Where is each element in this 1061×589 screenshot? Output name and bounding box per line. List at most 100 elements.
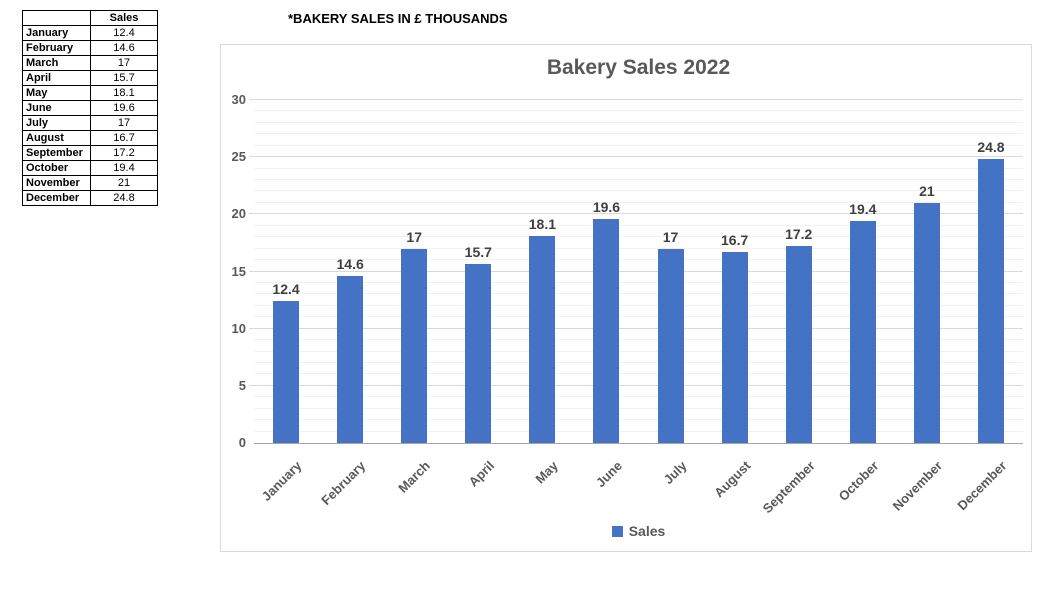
table-header-blank-cell[interactable] [22, 10, 91, 26]
bar-may[interactable] [529, 236, 556, 443]
data-label-july: 17 [662, 228, 679, 245]
data-label-may: 18.1 [528, 216, 556, 233]
table-row: October 19.4 [22, 160, 158, 176]
y-axis-tick-label: 25 [231, 149, 246, 165]
major-gridline [249, 156, 1023, 158]
table-cell-month[interactable]: August [22, 130, 91, 146]
minor-gridline [254, 430, 1023, 432]
minor-gridline [254, 339, 1023, 341]
table-cell-month[interactable]: November [22, 175, 91, 191]
table-header-sales-cell[interactable]: Sales [90, 10, 158, 26]
x-axis-tick-label: November [889, 458, 946, 514]
x-axis-tick-label: March [395, 458, 433, 496]
legend-label: Sales [628, 523, 666, 539]
bar-april[interactable] [465, 263, 492, 443]
data-label-november: 21 [919, 182, 935, 199]
table-body: January 12.4 February 14.6 March 17 April 15.7 M… [22, 25, 158, 206]
table-cell-month[interactable]: March [22, 55, 91, 71]
minor-gridline [254, 396, 1023, 398]
minor-gridline [254, 304, 1023, 306]
minor-gridline [254, 247, 1023, 249]
x-axis-tick-label: October [835, 458, 882, 504]
table-cell-value[interactable]: 18.1 [90, 85, 158, 101]
bar-november[interactable] [913, 202, 940, 443]
chart-title: Bakery Sales 2022 [546, 56, 731, 79]
bar-january[interactable] [273, 301, 300, 443]
table-row: November 21 [22, 175, 158, 191]
data-label-september: 17.2 [785, 226, 813, 243]
legend[interactable]: Sales [254, 523, 1023, 539]
bar-march[interactable] [401, 248, 428, 443]
major-gridline [249, 384, 1023, 386]
table-row: September 17.2 [22, 145, 158, 161]
minor-gridline [254, 293, 1023, 295]
table-cell-value[interactable]: 16.7 [90, 130, 158, 146]
table-row: August 16.7 [22, 130, 158, 146]
y-axis-tick-label: 20 [231, 206, 246, 222]
sales-table: Sales January 12.4 February 14.6 March 17 Apri… [22, 10, 158, 206]
legend-swatch-icon [611, 525, 623, 537]
x-axis-tick-label: January [258, 458, 305, 504]
data-label-august: 16.7 [721, 232, 749, 249]
major-gridline [249, 270, 1023, 272]
x-axis-tick-label: February [318, 458, 369, 508]
bar-september[interactable] [785, 246, 812, 443]
data-label-march: 17 [406, 228, 422, 245]
x-axis-tick-label: July [660, 458, 690, 488]
minor-gridline [254, 201, 1023, 203]
y-axis-tick-label: 5 [238, 377, 246, 393]
table-cell-month[interactable]: January [22, 25, 91, 41]
bar-june[interactable] [593, 218, 620, 443]
table-cell-value[interactable]: 24.8 [90, 190, 158, 206]
data-label-october: 19.4 [849, 201, 877, 218]
table-header-row: Sales [22, 10, 158, 26]
table-cell-month[interactable]: May [22, 85, 91, 101]
table-row: December 24.8 [22, 190, 158, 206]
table-row: January 12.4 [22, 25, 158, 41]
minor-gridline [254, 419, 1023, 421]
x-axis-tick-label: September [759, 458, 818, 517]
bar-august[interactable] [721, 252, 748, 443]
table-cell-value[interactable]: 21 [90, 175, 158, 191]
minor-gridline [254, 110, 1023, 112]
minor-gridline [254, 407, 1023, 409]
data-label-december: 24.8 [977, 139, 1005, 156]
table-cell-month[interactable]: October [22, 160, 91, 176]
data-label-april: 15.7 [464, 243, 492, 260]
bar-july[interactable] [657, 248, 684, 443]
table-cell-month[interactable]: April [22, 70, 91, 86]
table-cell-month[interactable]: September [22, 145, 91, 161]
plot-area: 0 5 10 15 20 25 30 12.4 January 14.6 February 17 Mar… [232, 93, 1023, 516]
table-cell-month[interactable]: July [22, 115, 91, 131]
data-label-february: 14.6 [336, 256, 364, 273]
minor-gridline [254, 350, 1023, 352]
table-cell-month[interactable]: December [22, 190, 91, 206]
table-cell-value[interactable]: 19.4 [90, 160, 158, 176]
table-cell-value[interactable]: 17 [90, 115, 158, 131]
table-cell-month[interactable]: February [22, 40, 91, 56]
table-cell-value[interactable]: 17.2 [90, 145, 158, 161]
table-cell-value[interactable]: 17 [90, 55, 158, 71]
bakery-sales-chart[interactable]: Bakery Sales 2022 0 5 10 15 20 25 30 12.4 Januar… [220, 44, 1032, 552]
table-row: February 14.6 [22, 40, 158, 56]
minor-gridline [254, 361, 1023, 363]
major-gridline [249, 327, 1023, 329]
table-cell-value[interactable]: 19.6 [90, 100, 158, 116]
table-cell-month[interactable]: June [22, 100, 91, 116]
data-label-january: 12.4 [272, 281, 300, 298]
major-gridline [249, 99, 1023, 100]
x-axis-tick-label: December [954, 458, 1010, 514]
table-cell-value[interactable]: 14.6 [90, 40, 158, 56]
bar-december[interactable] [977, 159, 1004, 443]
table-cell-value[interactable]: 15.7 [90, 70, 158, 86]
x-axis-tick-label: June [592, 458, 626, 491]
bar-october[interactable] [849, 221, 876, 443]
minor-gridline [254, 281, 1023, 283]
table-cell-value[interactable]: 12.4 [90, 25, 158, 41]
minor-gridline [254, 236, 1023, 238]
y-axis-tick-label: 30 [231, 92, 246, 107]
table-row: April 15.7 [22, 70, 158, 86]
minor-gridline [254, 259, 1023, 261]
bar-february[interactable] [337, 276, 364, 443]
minor-gridline [254, 121, 1023, 123]
